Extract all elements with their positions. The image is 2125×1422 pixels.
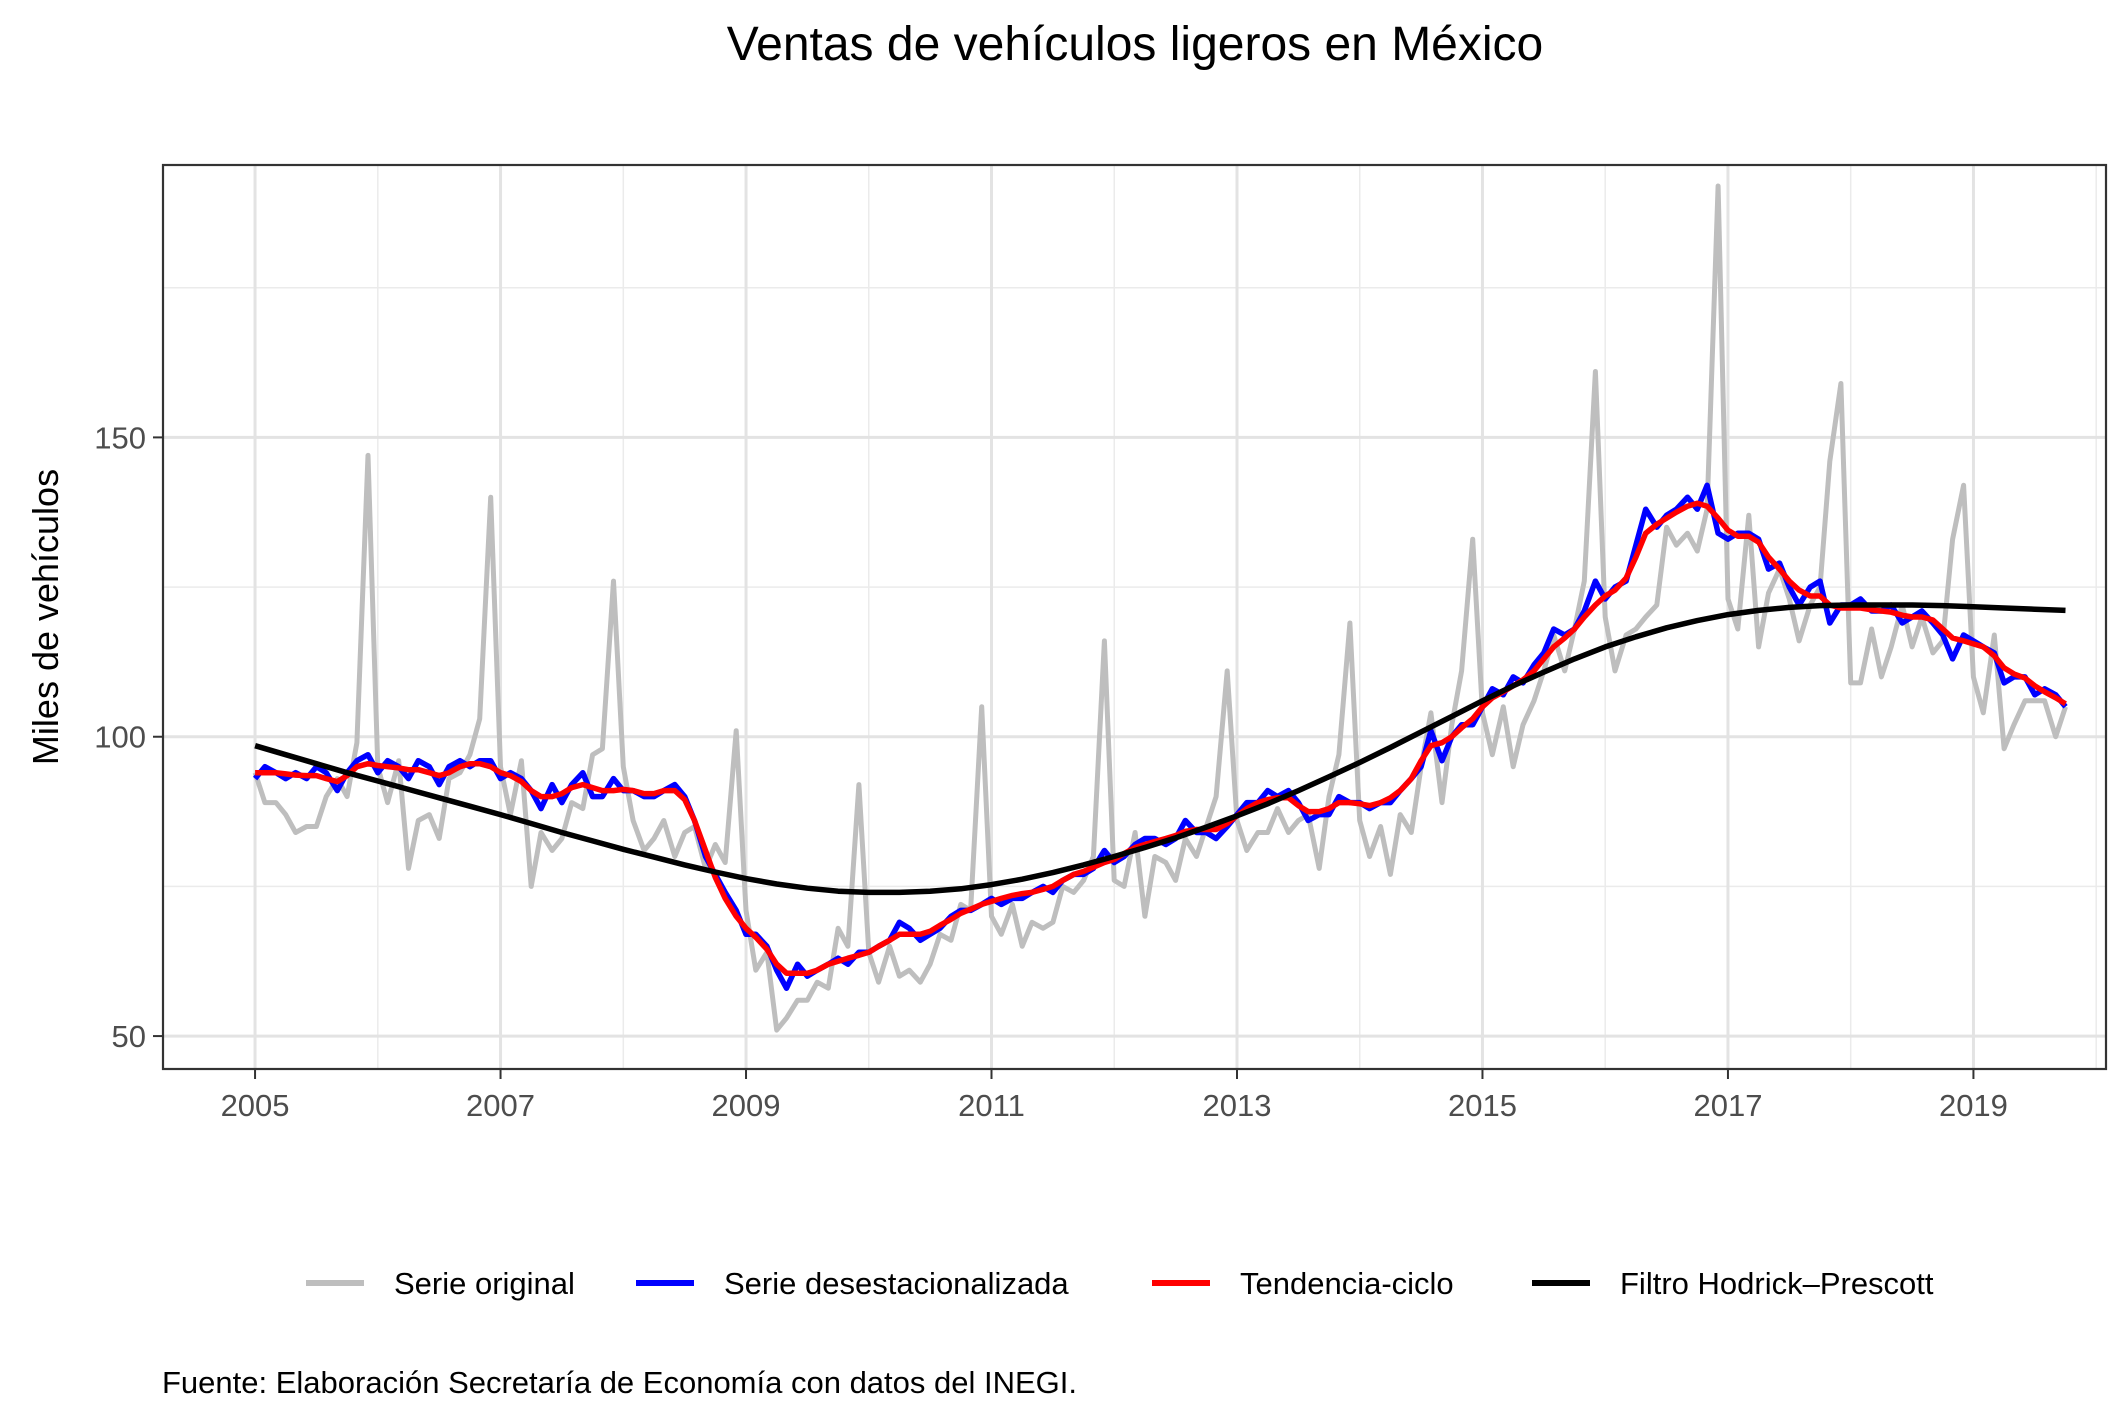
x-tick-label: 2015 <box>1448 1088 1517 1123</box>
legend: Serie original Serie desestacionalizada Te… <box>306 1266 1934 1301</box>
axes: 2005 2007 2009 2011 2013 2015 2017 2019 50 100 150 <box>94 420 2008 1123</box>
chart-caption: Fuente: Elaboración Secretaría de Econom… <box>162 1365 1077 1400</box>
x-tick-label: 2009 <box>712 1088 781 1123</box>
x-tick-label: 2017 <box>1693 1088 1762 1123</box>
plot-panel-border <box>161 163 2108 1071</box>
x-tick-label: 2007 <box>466 1088 535 1123</box>
legend-item: Serie desestacionalizada <box>636 1266 1069 1301</box>
y-tick-label: 50 <box>112 1019 146 1054</box>
legend-label: Serie original <box>394 1266 575 1301</box>
legend-item: Tendencia-ciclo <box>1152 1266 1454 1301</box>
legend-label: Tendencia-ciclo <box>1240 1266 1454 1301</box>
plot-background <box>163 165 2106 1069</box>
legend-label: Serie desestacionalizada <box>724 1266 1069 1301</box>
series-lines <box>252 183 2068 1033</box>
y-tick-label: 150 <box>94 420 146 455</box>
y-axis-label: Miles de vehículos <box>25 469 66 765</box>
chart-title: Ventas de vehículos ligeros en México <box>727 18 1543 71</box>
y-tick-label: 100 <box>94 720 146 755</box>
x-tick-label: 2013 <box>1203 1088 1272 1123</box>
x-tick-label: 2019 <box>1939 1088 2008 1123</box>
series-line-filtro-hodrick-prescott <box>254 602 2066 896</box>
legend-label: Filtro Hodrick–Prescott <box>1620 1266 1934 1301</box>
legend-item: Serie original <box>306 1266 575 1301</box>
legend-item: Filtro Hodrick–Prescott <box>1532 1266 1934 1301</box>
grid-lines <box>163 165 2106 1069</box>
x-tick-label: 2011 <box>958 1088 1025 1123</box>
x-tick-label: 2005 <box>221 1088 290 1123</box>
series-line-serie-original <box>252 183 2068 1033</box>
